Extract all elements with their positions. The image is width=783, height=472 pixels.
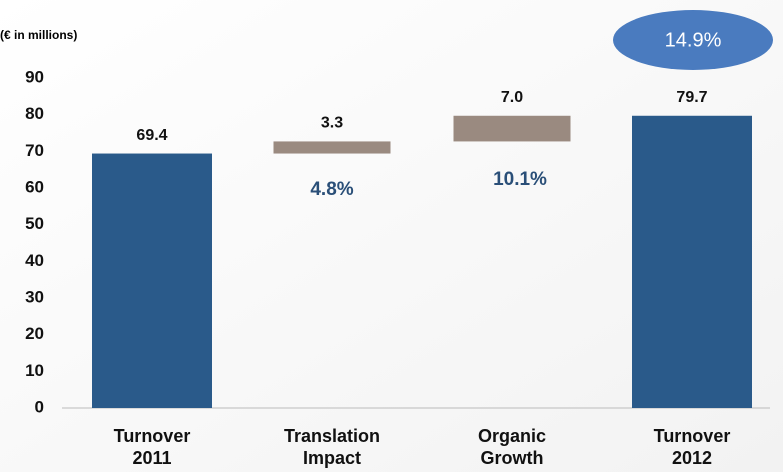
y-tick-label: 10	[25, 361, 44, 380]
y-tick-label: 0	[35, 397, 44, 416]
value-label: 7.0	[501, 89, 523, 106]
bar	[92, 153, 212, 408]
y-tick-label: 40	[25, 251, 44, 270]
y-tick-label: 80	[25, 104, 44, 123]
annotation: 10.1%	[493, 169, 547, 190]
x-tick-label: Turnover 2012	[654, 426, 731, 468]
y-axis-label: (€ in millions)	[0, 28, 77, 42]
annotation: 14.9%	[665, 29, 722, 51]
x-tick-label: Organic Growth	[478, 426, 546, 468]
value-label: 79.7	[676, 89, 707, 106]
annotation-bubble	[613, 10, 773, 70]
value-label: 69.4	[136, 127, 167, 144]
x-tick-label-line: Growth	[481, 448, 544, 468]
value-label: 3.3	[321, 115, 343, 132]
x-tick-label-line: 2012	[672, 448, 712, 468]
y-tick-label: 70	[25, 141, 44, 160]
x-tick-label-line: Impact	[303, 448, 361, 468]
x-tick-label-line: Organic	[478, 426, 546, 446]
x-tick-label-line: Turnover	[114, 426, 191, 446]
y-tick-label: 20	[25, 324, 44, 343]
x-tick-label: Translation Impact	[284, 426, 380, 468]
x-tick-label: Turnover 2011	[114, 426, 191, 468]
y-tick-label: 50	[25, 214, 44, 233]
y-tick-label: 60	[25, 177, 44, 196]
x-tick-label-line: Turnover	[654, 426, 731, 446]
bar	[453, 115, 571, 142]
y-tick-label: 90	[25, 67, 44, 86]
y-tick-label: 30	[25, 287, 44, 306]
annotation: 4.8%	[310, 179, 353, 200]
x-tick-label-line: Translation	[284, 426, 380, 446]
x-tick-label-line: 2011	[132, 448, 171, 468]
bar	[632, 115, 752, 409]
bar	[273, 141, 391, 154]
